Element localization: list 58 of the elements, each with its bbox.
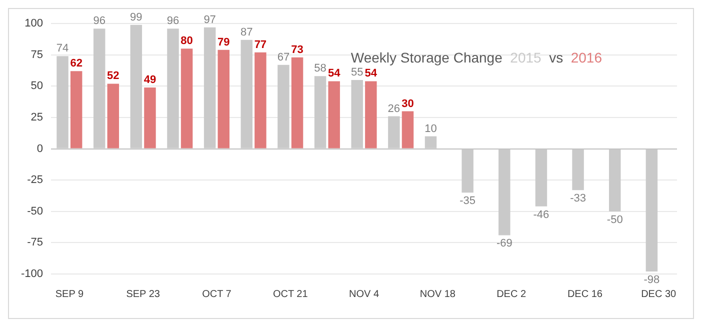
data-label: 74 xyxy=(56,42,69,55)
y-tick-label: 75 xyxy=(30,48,44,61)
data-label: 10 xyxy=(424,122,437,135)
annotation: vs xyxy=(549,49,564,66)
y-tick-label: 50 xyxy=(30,80,44,92)
bar xyxy=(218,50,230,148)
data-label: 30 xyxy=(402,98,414,110)
x-tick-label: DEC 30 xyxy=(641,288,677,300)
bar xyxy=(144,87,156,148)
x-tick-label: SEP 23 xyxy=(126,288,160,300)
data-label: 67 xyxy=(277,51,290,64)
data-label: -98 xyxy=(644,274,660,286)
data-label: 54 xyxy=(328,68,342,80)
text: Weekly Storage Change xyxy=(350,49,503,66)
y-tick-label: 100 xyxy=(24,18,44,30)
data-label: -69 xyxy=(496,238,512,250)
data-label: 55 xyxy=(350,66,364,78)
y-tick-label: -25 xyxy=(27,174,44,186)
text: 2016 xyxy=(570,49,602,66)
bar xyxy=(107,84,120,148)
bar xyxy=(70,71,82,148)
data-label: 96 xyxy=(93,15,106,28)
data-label: 52 xyxy=(107,70,120,82)
x-tick-label: OCT 7 xyxy=(202,288,232,300)
data-label: 62 xyxy=(70,58,82,70)
y-tick-label: 25 xyxy=(30,112,44,124)
bar xyxy=(291,57,304,148)
data-label: 79 xyxy=(217,36,230,48)
bar xyxy=(365,81,377,148)
bar xyxy=(180,48,193,148)
data-label: 73 xyxy=(291,44,304,56)
x-tick-label: DEC 2 xyxy=(496,288,526,300)
x-tick-label: SEP 9 xyxy=(55,288,84,300)
x-tick-label: OCT 21 xyxy=(272,288,308,300)
data-label: -46 xyxy=(533,208,550,221)
data-label: 54 xyxy=(364,68,378,80)
data-label: 96 xyxy=(166,15,180,28)
y-tick-label: -100 xyxy=(20,268,44,280)
x-tick-label: NOV 18 xyxy=(420,288,456,300)
bar xyxy=(254,52,266,148)
bar xyxy=(328,81,340,148)
y-tick-label: -75 xyxy=(27,236,44,249)
y-tick-label: -50 xyxy=(27,205,44,218)
bar xyxy=(402,111,414,148)
data-label: -50 xyxy=(606,214,623,226)
y-tick-label: 0 xyxy=(36,142,44,155)
data-label: -33 xyxy=(570,192,586,205)
data-label: 80 xyxy=(180,35,193,48)
data-label: 77 xyxy=(254,38,267,51)
data-label: 97 xyxy=(204,14,216,26)
data-label: 26 xyxy=(388,102,400,115)
data-label: 99 xyxy=(130,11,142,24)
data-label: 49 xyxy=(144,74,156,86)
data-label: -35 xyxy=(460,195,476,208)
x-tick-label: NOV 4 xyxy=(349,288,380,300)
data-label: 58 xyxy=(314,62,326,75)
x-tick-label: DEC 16 xyxy=(567,288,603,300)
data-label: 87 xyxy=(240,26,253,38)
